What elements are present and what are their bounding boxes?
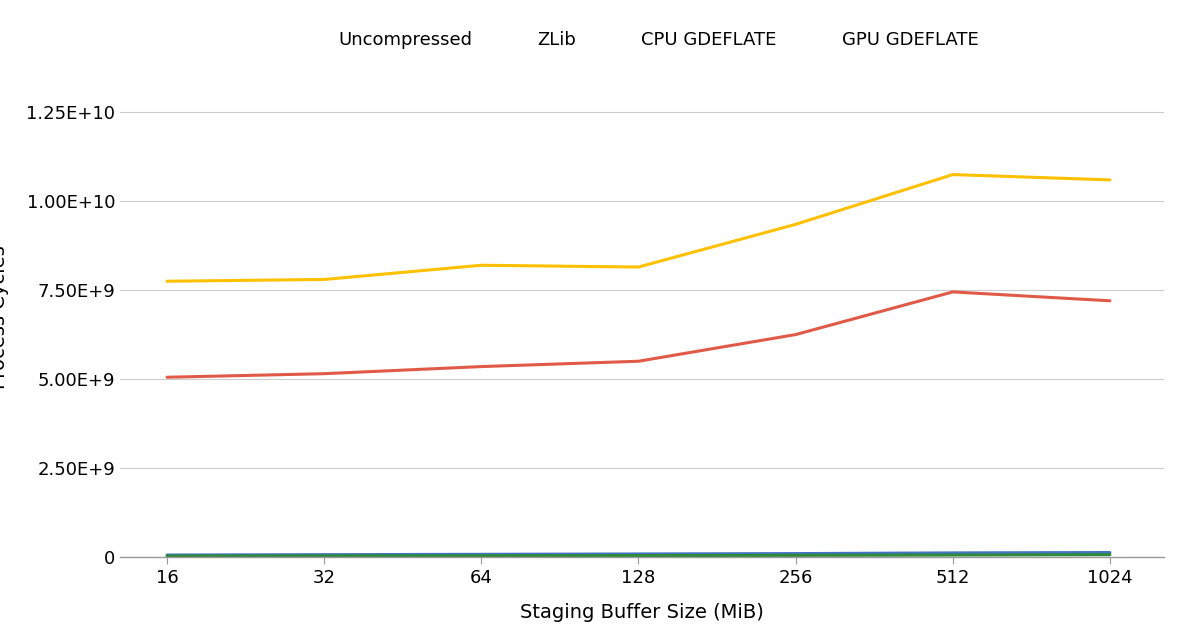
ZLib <box>474 363 488 371</box>
ZLib <box>160 373 174 381</box>
ZLib <box>788 331 803 339</box>
CPU GDEFLATE <box>317 276 331 284</box>
GPU GDEFLATE <box>317 552 331 560</box>
X-axis label: Staging Buffer Size (MiB): Staging Buffer Size (MiB) <box>520 604 764 622</box>
Line: GPU GDEFLATE: GPU GDEFLATE <box>167 555 1110 556</box>
GPU GDEFLATE <box>160 552 174 560</box>
GPU GDEFLATE <box>788 552 803 559</box>
CPU GDEFLATE <box>474 261 488 269</box>
ZLib <box>317 370 331 378</box>
Legend: Uncompressed, ZLib, CPU GDEFLATE, GPU GDEFLATE: Uncompressed, ZLib, CPU GDEFLATE, GPU GD… <box>299 24 985 56</box>
Line: ZLib: ZLib <box>167 292 1110 377</box>
CPU GDEFLATE <box>788 221 803 228</box>
GPU GDEFLATE <box>946 551 960 559</box>
ZLib <box>631 357 646 365</box>
Y-axis label: Process Cycles: Process Cycles <box>0 245 10 388</box>
Uncompressed <box>474 550 488 558</box>
Uncompressed <box>160 551 174 559</box>
Uncompressed <box>631 550 646 558</box>
GPU GDEFLATE <box>631 552 646 559</box>
Line: Uncompressed: Uncompressed <box>167 552 1110 555</box>
CPU GDEFLATE <box>946 171 960 179</box>
Uncompressed <box>1103 548 1117 556</box>
CPU GDEFLATE <box>631 263 646 271</box>
Uncompressed <box>788 550 803 557</box>
CPU GDEFLATE <box>1103 176 1117 184</box>
GPU GDEFLATE <box>474 552 488 559</box>
ZLib <box>1103 297 1117 305</box>
Line: CPU GDEFLATE: CPU GDEFLATE <box>167 175 1110 281</box>
GPU GDEFLATE <box>1103 551 1117 559</box>
Uncompressed <box>946 549 960 557</box>
CPU GDEFLATE <box>160 277 174 285</box>
Uncompressed <box>317 551 331 559</box>
ZLib <box>946 288 960 296</box>
